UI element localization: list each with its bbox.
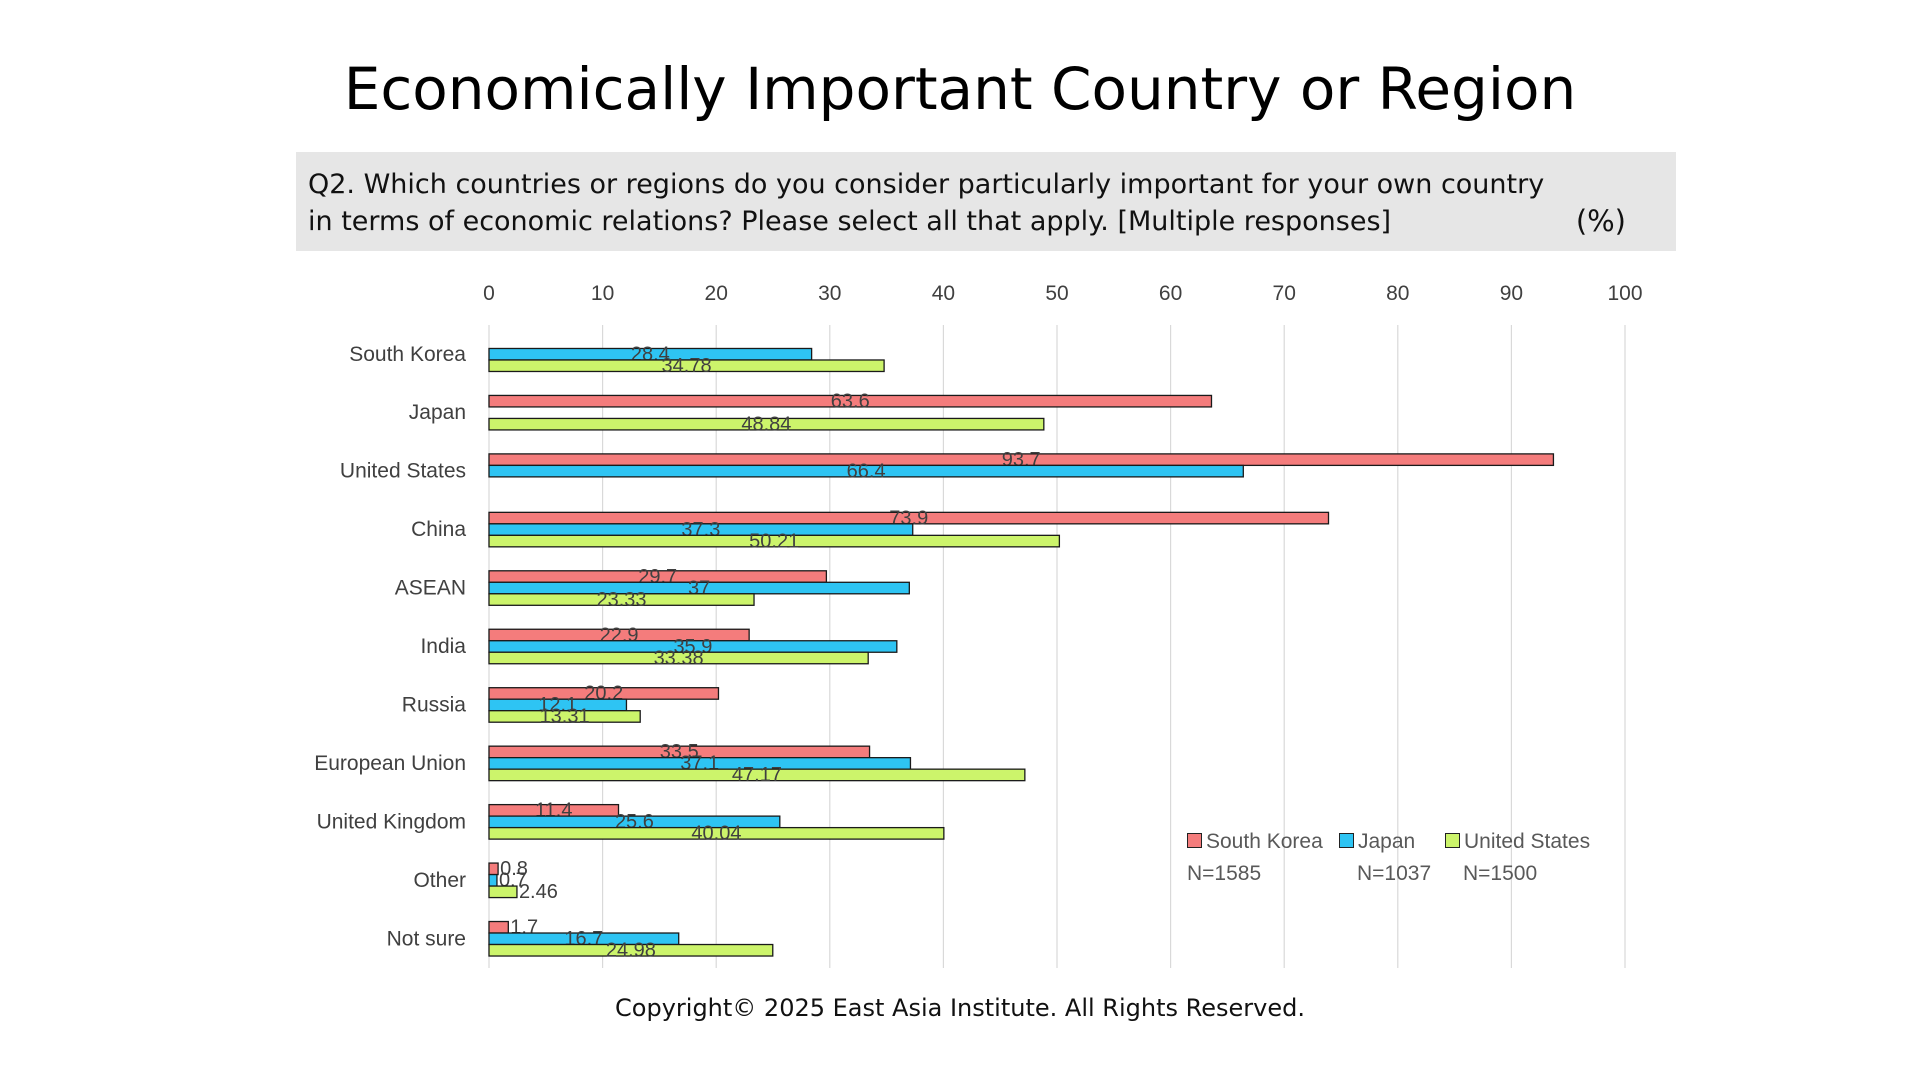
category-label: South Korea — [349, 343, 466, 366]
legend-n-united-states: N=1500 — [1463, 862, 1538, 885]
category-label: Other — [413, 869, 466, 892]
x-tick-label: 10 — [591, 282, 614, 305]
x-tick-label: 30 — [818, 282, 841, 305]
legend-item-united-states: United States — [1445, 830, 1590, 854]
legend-label-united-states: United States — [1464, 830, 1591, 853]
x-tick-label: 60 — [1159, 282, 1182, 305]
bar — [488, 710, 641, 723]
data-label: 63.6 — [831, 390, 870, 412]
bar — [488, 885, 518, 899]
bar — [488, 593, 755, 606]
x-tick-label: 50 — [1045, 282, 1068, 305]
question-text: Q2. Which countries or regions do you co… — [308, 169, 1545, 237]
data-label: 50.21 — [749, 530, 799, 552]
chart-title: Economically Important Country or Region — [343, 55, 1577, 123]
legend-n-japan: N=1037 — [1357, 862, 1432, 885]
data-label: 13.31 — [540, 706, 590, 728]
category-label: China — [411, 518, 466, 541]
data-label: 24.98 — [606, 940, 656, 962]
bar — [488, 417, 1045, 431]
category-label: United States — [340, 460, 466, 483]
legend-label-japan: Japan — [1358, 830, 1416, 853]
bar — [488, 534, 1061, 548]
category-label: European Union — [314, 752, 466, 775]
bar — [488, 943, 774, 957]
data-label: 48.84 — [741, 413, 791, 435]
legend-swatch-united-states — [1445, 832, 1460, 848]
bar — [488, 920, 509, 934]
bar — [488, 359, 885, 373]
x-tick-label: 80 — [1386, 282, 1409, 305]
data-label: 33.38 — [654, 647, 704, 669]
legend-label-south-korea: South Korea — [1206, 830, 1323, 853]
x-tick-label: 100 — [1607, 282, 1642, 305]
data-label: 0.8 — [500, 858, 528, 880]
question-box: Q2. Which countries or regions do you co… — [296, 152, 1676, 251]
bar — [488, 826, 945, 840]
bar — [488, 651, 869, 665]
x-tick-label: 20 — [705, 282, 728, 305]
bar — [488, 768, 1026, 782]
category-label: Japan — [409, 401, 466, 424]
legend-swatch-south-korea — [1187, 832, 1202, 848]
legend-item-south-korea: South Korea — [1187, 830, 1323, 854]
data-label: 40.04 — [691, 823, 741, 845]
x-tick-label: 40 — [932, 282, 955, 305]
category-label: Not sure — [387, 927, 466, 950]
data-label: 66.4 — [847, 460, 886, 482]
legend-item-japan: Japan — [1339, 830, 1415, 854]
data-label: 23.33 — [596, 589, 646, 611]
category-label: ASEAN — [395, 577, 466, 600]
legend-swatch-japan — [1339, 832, 1354, 848]
unit-label: (%) — [1575, 204, 1626, 238]
bar — [488, 394, 1213, 408]
data-label: 34.78 — [662, 355, 712, 377]
category-label: Russia — [402, 694, 467, 717]
legend-n-south-korea: N=1585 — [1187, 862, 1262, 885]
x-tick-label: 90 — [1500, 282, 1523, 305]
category-label: United Kingdom — [317, 810, 466, 833]
bar — [488, 873, 498, 887]
category-label: India — [420, 635, 466, 658]
x-tick-label: 70 — [1273, 282, 1296, 305]
bar — [488, 862, 499, 876]
copyright-footer: Copyright© 2025 East Asia Institute. All… — [615, 994, 1305, 1022]
data-label: 47.17 — [732, 764, 782, 786]
data-label: 2.46 — [519, 881, 558, 903]
bar — [488, 464, 1244, 478]
x-tick-label: 0 — [483, 282, 495, 305]
